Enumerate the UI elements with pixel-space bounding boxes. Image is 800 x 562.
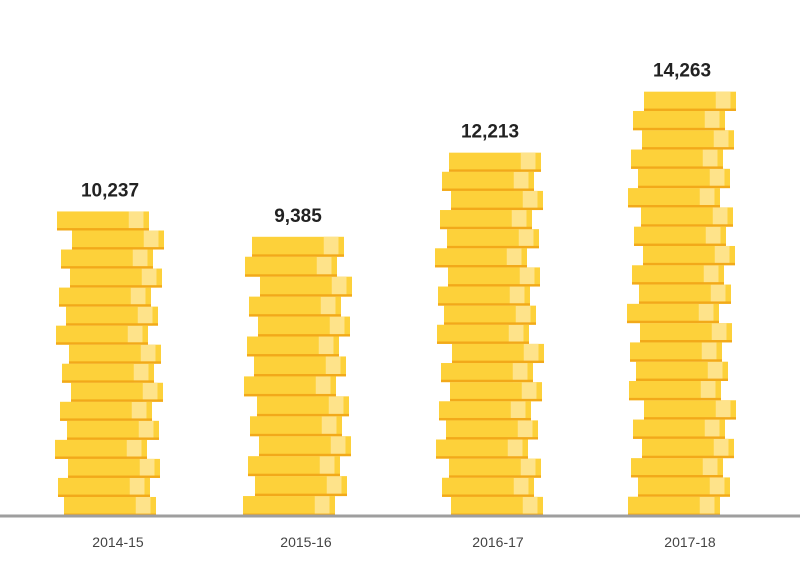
coin (435, 248, 527, 268)
coin (440, 210, 532, 230)
coin (442, 477, 534, 497)
x-tick-label: 2016-17 (472, 534, 524, 550)
coin (439, 401, 531, 421)
coin (633, 110, 725, 131)
coin (57, 211, 149, 231)
coin (449, 152, 541, 172)
coin (64, 496, 156, 516)
coin-stack-2015-16 (243, 236, 352, 516)
coin (452, 343, 544, 364)
x-tick-label: 2017-18 (664, 534, 716, 550)
coin (639, 284, 731, 304)
coin (631, 458, 723, 478)
coin (641, 207, 733, 227)
coin (255, 476, 347, 497)
coin (436, 439, 528, 459)
coin (631, 149, 723, 169)
coin (252, 236, 344, 257)
coin (444, 305, 536, 325)
coin (438, 286, 530, 306)
coin (451, 190, 543, 211)
coin (248, 456, 340, 477)
coin (72, 230, 164, 250)
coin (628, 188, 720, 208)
coin-stack-2016-17 (435, 152, 544, 516)
value-label: 9,385 (274, 206, 322, 227)
coin (62, 363, 154, 383)
coin (449, 458, 541, 478)
coin (643, 245, 735, 266)
coin (67, 420, 159, 440)
coin (448, 267, 540, 287)
coin (628, 496, 720, 516)
coin (640, 323, 732, 343)
coin (258, 316, 350, 337)
coin (446, 420, 538, 440)
coin (642, 130, 734, 150)
coin (249, 296, 341, 317)
coin (70, 268, 162, 288)
coin (629, 380, 721, 401)
coin (630, 342, 722, 362)
x-axis-tick-labels: 2014-15 2015-16 2016-17 2017-18 (92, 534, 716, 550)
coin (442, 171, 534, 191)
coin (644, 91, 736, 111)
coin (447, 229, 539, 249)
coin (56, 325, 148, 345)
coin (260, 276, 352, 297)
coin (61, 249, 153, 269)
coin (59, 287, 151, 307)
coin (58, 477, 150, 497)
coin (257, 396, 349, 417)
coin (633, 419, 725, 439)
coin (250, 416, 342, 437)
coin (636, 361, 728, 381)
coin (627, 303, 719, 324)
coin (245, 256, 337, 277)
coin (638, 168, 730, 189)
coin (254, 356, 346, 377)
coin (450, 382, 542, 402)
coin (60, 401, 152, 421)
coin (634, 226, 726, 246)
value-label: 12,213 (461, 122, 519, 143)
coin (632, 265, 724, 285)
coin (71, 382, 163, 402)
coin (644, 400, 736, 420)
value-label: 14,263 (653, 61, 711, 82)
coin (69, 344, 161, 364)
x-tick-label: 2014-15 (92, 534, 144, 550)
value-labels: 10,237 9,385 12,213 14,263 (81, 61, 711, 227)
coin (437, 324, 529, 344)
coin (244, 376, 336, 397)
coin (247, 336, 339, 357)
coin (642, 438, 734, 459)
coin (66, 306, 158, 326)
coin (68, 458, 160, 478)
coin (243, 496, 335, 516)
x-tick-label: 2015-16 (280, 534, 332, 550)
coin (259, 436, 351, 457)
coin-stack-2014-15 (55, 211, 164, 516)
coin (55, 439, 147, 459)
coin (638, 477, 730, 497)
value-label: 10,237 (81, 180, 139, 201)
coin-stacks (55, 91, 736, 516)
coin-stack-2017-18 (627, 91, 736, 516)
coin (451, 496, 543, 516)
coin (441, 363, 533, 383)
